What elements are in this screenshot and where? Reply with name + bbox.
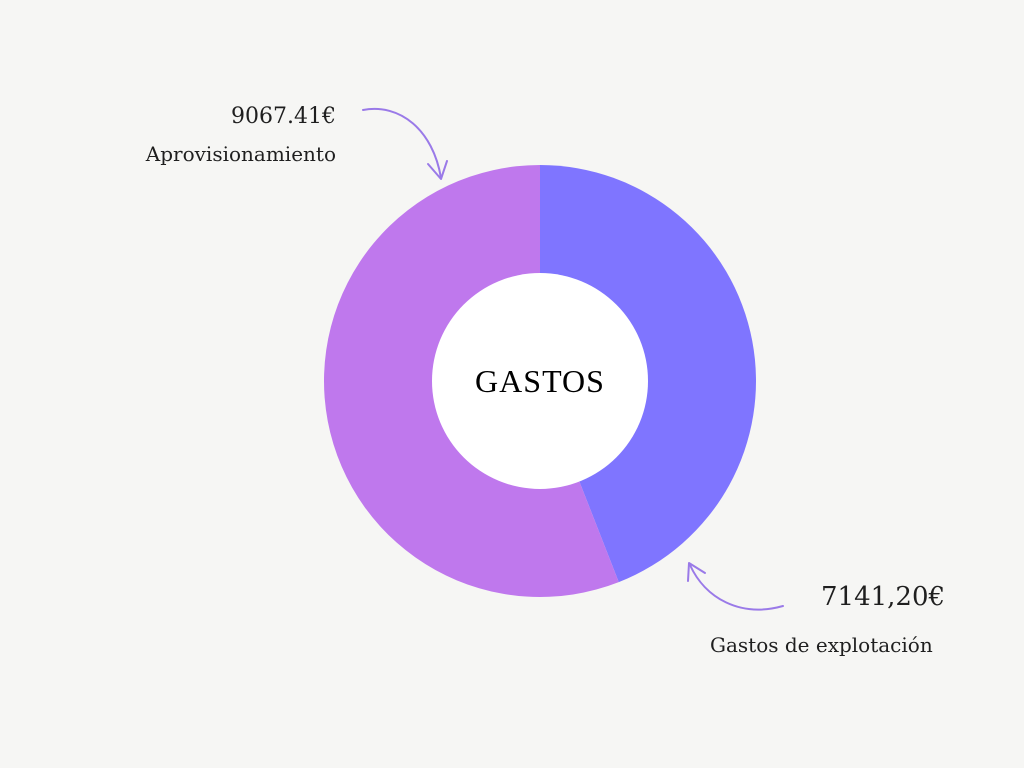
slice-value-label-gastos-explotacion: 7141,20€ [821, 582, 946, 612]
donut-hole [432, 273, 648, 489]
slice-name-label-aprovisionamiento: Aprovisionamiento [145, 142, 336, 166]
slice-value-label-aprovisionamiento: 9067.41€ [231, 104, 336, 129]
donut-slice-gastos-explotacion [540, 165, 756, 583]
chart-title: GASTOS [475, 363, 605, 399]
arrow-icon-gastos-explotacion [687, 562, 784, 611]
arrow-icon-aprovisionamiento [362, 107, 448, 180]
slice-name-label-gastos-explotacion: Gastos de explotación [710, 633, 933, 657]
